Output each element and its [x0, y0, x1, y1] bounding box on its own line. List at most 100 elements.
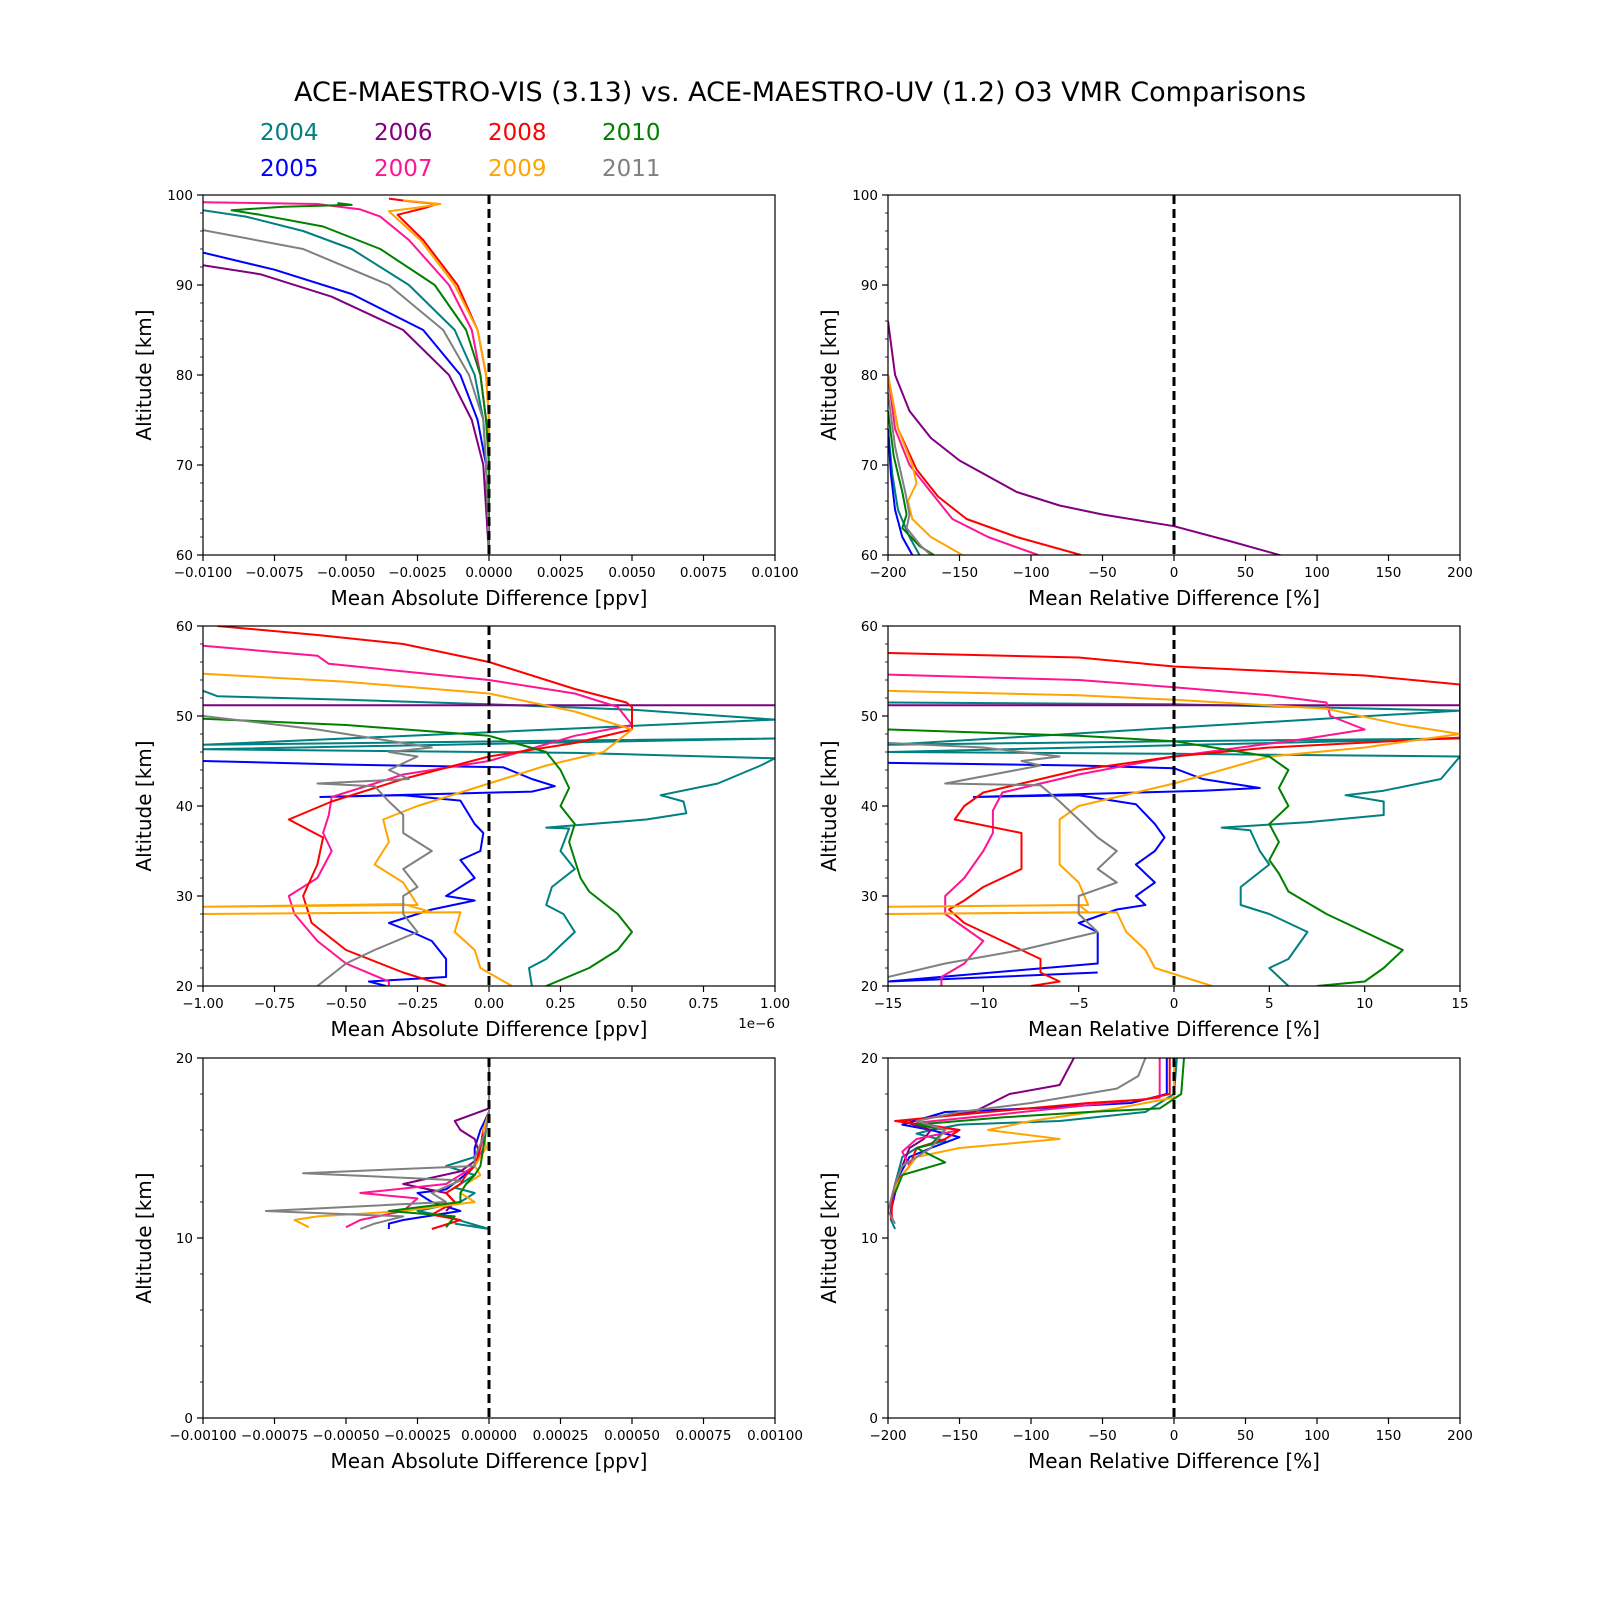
- series-group: [203, 626, 775, 986]
- series-line-2005: [888, 428, 914, 555]
- x-axis-label: Mean Relative Difference [%]: [1028, 586, 1320, 610]
- panel-bottom-left: −0.00100 −0.00075 −0.00050 −0.00025 0.00000 0…: [132, 1051, 803, 1473]
- y-tick-label: 90: [861, 278, 878, 294]
- series-line-2009: [888, 374, 963, 555]
- y-tick-label: 10: [861, 1231, 878, 1247]
- series-line-2010: [888, 728, 1404, 986]
- x-tick-label: −100: [1012, 565, 1049, 581]
- x-tick-label: 0.00050: [604, 1428, 660, 1444]
- legend-item-2007: 2007: [374, 156, 433, 182]
- x-tick-label: −0.00050: [312, 1428, 379, 1444]
- x-tick-label: −200: [869, 1428, 906, 1444]
- x-tick-label: 0.00025: [533, 1428, 589, 1444]
- y-tick-label: 10: [176, 1231, 193, 1247]
- x-tick-label: 0.25: [545, 996, 575, 1012]
- y-tick-label: 90: [176, 278, 193, 294]
- series-line-2005: [203, 760, 556, 986]
- y-tick-label: 60: [861, 548, 878, 564]
- legend-item-2011: 2011: [602, 156, 661, 182]
- series-line-2011: [203, 229, 490, 555]
- series-group: [888, 320, 1284, 555]
- x-tick-label: 15: [1451, 996, 1468, 1012]
- x-axis-label: Mean Relative Difference [%]: [1028, 1017, 1320, 1041]
- x-tick-label: −50: [1088, 565, 1117, 581]
- x-tick-label: 0.0000: [465, 565, 512, 581]
- y-axis-label: Altitude [km]: [132, 309, 156, 440]
- y-tick-label: 0: [184, 1411, 193, 1427]
- x-tick-label: 0.0050: [608, 565, 655, 581]
- series-line-2009: [891, 1058, 1175, 1194]
- panel-bottom-right: −200 −150 −100 −50 0 50 100 150 200 0 10 20 Mean Rel…: [817, 1051, 1473, 1473]
- x-tick-label: −0.0075: [245, 565, 304, 581]
- x-tick-label: 5: [1265, 996, 1274, 1012]
- x-tick-label: −0.25: [397, 996, 438, 1012]
- x-tick-label: 50: [1237, 565, 1254, 581]
- y-tick-label: 20: [176, 1051, 193, 1067]
- x-tick-label: 0.0100: [751, 565, 798, 581]
- x-tick-label: 0.00100: [747, 1428, 803, 1444]
- series-line-2007: [888, 374, 1039, 555]
- x-tick-label: −5: [1069, 996, 1089, 1012]
- y-tick-label: 80: [176, 368, 193, 384]
- x-tick-label: 0: [1170, 996, 1179, 1012]
- panel-middle-right: −15 −10 −5 0 5 10 15 20 30 40 50 60 Mean Relative Di…: [817, 619, 1469, 1041]
- series-line-2004: [888, 701, 1460, 986]
- x-tick-label: −150: [941, 565, 978, 581]
- legend-item-2004: 2004: [260, 120, 319, 146]
- x-tick-label: −0.0100: [174, 565, 233, 581]
- y-tick-label: 70: [861, 458, 878, 474]
- x-tick-label: −0.50: [325, 996, 366, 1012]
- panels: −0.0100 −0.0075 −0.0050 −0.0025 0.0000 0.0025…: [132, 188, 1473, 1473]
- series-line-2005: [387, 1058, 490, 1229]
- series-line-2005: [888, 761, 1261, 983]
- y-tick-label: 0: [869, 1411, 878, 1427]
- legend-item-2006: 2006: [374, 120, 433, 146]
- x-axis-label: Mean Absolute Difference [ppv]: [331, 586, 648, 610]
- x-tick-label: 0.0075: [680, 565, 727, 581]
- x-tick-label: −0.00100: [169, 1428, 236, 1444]
- x-axis-label: Mean Absolute Difference [ppv]: [331, 1449, 648, 1473]
- series-line-2010: [894, 1058, 1185, 1194]
- y-axis-label: Altitude [km]: [817, 1172, 841, 1303]
- series-line-2009: [203, 672, 633, 986]
- y-tick-label: 80: [861, 368, 878, 384]
- x-tick-label: 150: [1376, 1428, 1402, 1444]
- x-tick-label: 150: [1376, 565, 1402, 581]
- x-tick-label: −0.0050: [317, 565, 376, 581]
- y-tick-label: 100: [167, 188, 193, 204]
- x-tick-label: 200: [1447, 1428, 1473, 1444]
- figure-title: ACE-MAESTRO-VIS (3.13) vs. ACE-MAESTRO-U…: [294, 77, 1306, 108]
- series-group: [264, 1058, 490, 1230]
- x-tick-label: 0.0025: [537, 565, 584, 581]
- series-line-2011: [888, 1058, 1147, 1225]
- y-tick-label: 60: [176, 619, 193, 635]
- series-group: [888, 1058, 1185, 1230]
- y-axis-label: Altitude [km]: [817, 740, 841, 871]
- series-line-2010: [888, 410, 935, 555]
- x-tick-label: 50: [1237, 1428, 1254, 1444]
- y-tick-label: 70: [176, 458, 193, 474]
- x-tick-label: 0.00075: [676, 1428, 732, 1444]
- y-tick-label: 60: [861, 619, 878, 635]
- series-line-2008: [888, 652, 1460, 986]
- x-tick-label: 0.00: [474, 996, 504, 1012]
- x-tick-label: −200: [869, 565, 906, 581]
- y-axis-label: Altitude [km]: [132, 740, 156, 871]
- y-tick-label: 50: [176, 709, 193, 725]
- x-tick-label: −150: [941, 1428, 978, 1444]
- x-axis-label: Mean Absolute Difference [ppv]: [331, 1017, 648, 1041]
- x-tick-label: −100: [1012, 1428, 1049, 1444]
- y-tick-label: 50: [861, 709, 878, 725]
- x-tick-label: −50: [1088, 1428, 1117, 1444]
- series-line-2007: [888, 673, 1366, 986]
- panel-middle-left: −1.00 −0.75 −0.50 −0.25 0.00 0.25 0.50 0.75 1.00…: [132, 619, 790, 1041]
- x-tick-label: −1.00: [182, 996, 223, 1012]
- x-tick-label: 0: [1170, 1428, 1179, 1444]
- series-line-2011: [888, 742, 1118, 978]
- series-line-2009: [888, 689, 1460, 986]
- series-line-2010: [230, 202, 490, 555]
- x-tick-label: 0.00000: [461, 1428, 517, 1444]
- x-tick-label: −0.0025: [388, 565, 447, 581]
